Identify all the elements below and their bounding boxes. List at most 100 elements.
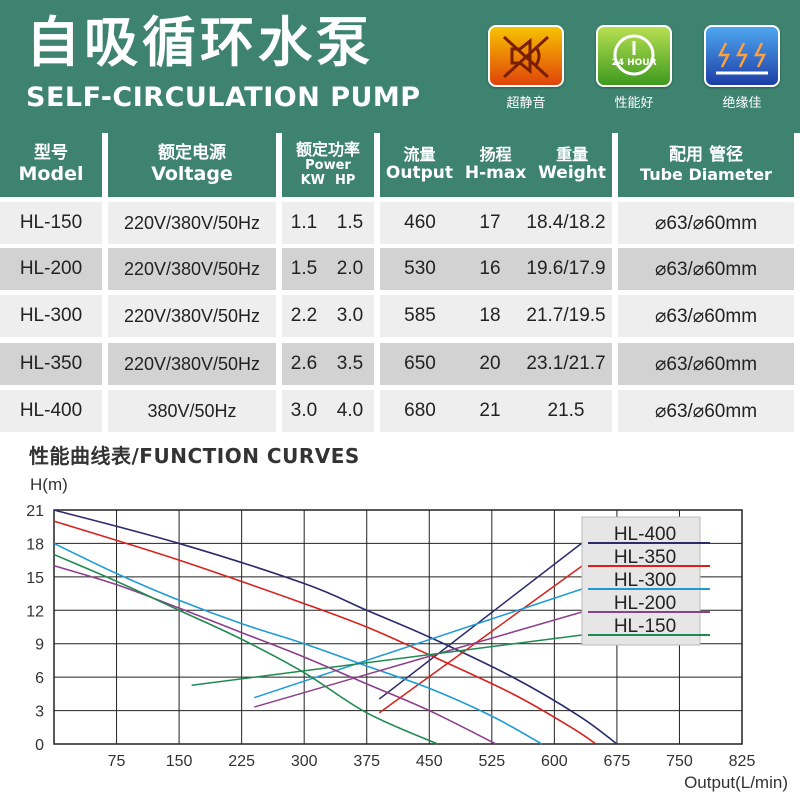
y-tick-label: 15 bbox=[26, 570, 44, 587]
cell-weight: 19.6/17.9 bbox=[526, 258, 606, 279]
legend-leader-hl-400 bbox=[378, 542, 583, 700]
cell-output: 650 bbox=[404, 353, 436, 374]
row-cell-background bbox=[380, 248, 612, 290]
cell-hp: 4.0 bbox=[336, 400, 364, 421]
x-tick-label: 825 bbox=[729, 753, 756, 770]
cell-voltage: 220V/380V/50Hz bbox=[123, 305, 261, 326]
cell-voltage: 220V/380V/50Hz bbox=[123, 258, 261, 279]
y-tick-label: 21 bbox=[26, 503, 44, 520]
cell-weight: 21.5 bbox=[547, 400, 585, 421]
function-curves-chart: 75 150 225 300 375 450 525 600 675 750 825 0 3 6 9 12 15… bbox=[26, 475, 788, 792]
cell-kw: 3.0 bbox=[290, 400, 318, 421]
feature-label: 绝缘佳 bbox=[722, 96, 762, 111]
cell-hp: 2.0 bbox=[336, 258, 364, 279]
cell-hp: 1.5 bbox=[336, 212, 364, 233]
row-cell-background bbox=[380, 202, 612, 244]
title-chinese: 自吸循环水泵 bbox=[26, 11, 374, 74]
plot-frame bbox=[53, 509, 743, 745]
chart-title: 性能曲线表/FUNCTION CURVES bbox=[29, 444, 360, 468]
cell-hmax: 18 bbox=[479, 305, 501, 326]
x-tick-label: 150 bbox=[166, 753, 193, 770]
series-line-hl-400 bbox=[53, 509, 618, 745]
legend-label-hl-350: HL-350 bbox=[614, 547, 676, 568]
row-cell-background bbox=[282, 202, 374, 244]
row-cell-background bbox=[0, 248, 102, 290]
row-cell-background bbox=[0, 202, 102, 244]
row-cell-background bbox=[108, 248, 276, 290]
cell-kw: 2.2 bbox=[290, 305, 318, 326]
table-row: HL-300 220V/380V/50Hz 2.2 3.0 585 18 21.7/19.5… bbox=[0, 295, 800, 337]
row-cell-background bbox=[618, 202, 794, 244]
cell-kw: 2.6 bbox=[290, 353, 318, 374]
row-cell-background bbox=[108, 295, 276, 337]
feature-label: 性能好 bbox=[614, 96, 654, 111]
cell-tube: ⌀63/⌀60mm bbox=[654, 353, 758, 375]
y-tick-label: 18 bbox=[26, 536, 44, 553]
y-axis-label: H(m) bbox=[30, 475, 68, 494]
cell-voltage: 220V/380V/50Hz bbox=[123, 353, 261, 374]
table-row: HL-350 220V/380V/50Hz 2.6 3.5 650 20 23.1/21.7… bbox=[0, 343, 800, 385]
x-tick-label: 225 bbox=[228, 753, 255, 770]
row-cell-background bbox=[282, 248, 374, 290]
cell-hmax: 17 bbox=[479, 212, 501, 233]
x-tick-label: 75 bbox=[108, 753, 126, 770]
x-tick-label: 375 bbox=[353, 753, 380, 770]
row-cell-background bbox=[618, 295, 794, 337]
series-line-hl-300 bbox=[53, 542, 543, 745]
row-cell-background bbox=[282, 295, 374, 337]
y-tick-label: 12 bbox=[26, 603, 44, 620]
row-cell-background bbox=[380, 390, 612, 432]
cell-weight: 21.7/19.5 bbox=[526, 305, 606, 326]
row-cell-background bbox=[0, 295, 102, 337]
cell-weight: 18.4/18.2 bbox=[526, 212, 606, 233]
row-cell-background bbox=[618, 343, 794, 385]
cell-model: HL-200 bbox=[19, 258, 83, 279]
legend-leader-hl-300 bbox=[253, 588, 583, 699]
row-cell-background bbox=[380, 295, 612, 337]
x-tick-label: 300 bbox=[291, 753, 318, 770]
feature-label: 超静音 bbox=[506, 96, 546, 111]
insulation-icon bbox=[704, 25, 780, 87]
header-model: 型号 Model bbox=[0, 133, 102, 197]
series-line-hl-150 bbox=[53, 553, 438, 745]
y-tick-label: 6 bbox=[35, 670, 44, 687]
legend-leader-hl-350 bbox=[378, 565, 583, 714]
legend-label-hl-300: HL-300 bbox=[614, 570, 676, 591]
legend-label-hl-200: HL-200 bbox=[614, 593, 676, 614]
cell-tube: ⌀63/⌀60mm bbox=[654, 258, 758, 280]
x-tick-label: 450 bbox=[416, 753, 443, 770]
x-tick-label: 750 bbox=[666, 753, 693, 770]
header-power: 额定功率 Power KW HP bbox=[282, 133, 374, 197]
cell-hp: 3.5 bbox=[336, 353, 364, 374]
cell-weight: 23.1/21.7 bbox=[526, 353, 606, 374]
cell-kw: 1.1 bbox=[290, 212, 318, 233]
row-cell-background bbox=[618, 248, 794, 290]
legend-label-hl-150: HL-150 bbox=[614, 616, 676, 637]
legend-leader-hl-200 bbox=[253, 611, 583, 708]
feature-insulation: 绝缘佳 bbox=[704, 25, 780, 111]
cell-tube: ⌀63/⌀60mm bbox=[654, 212, 758, 234]
cell-voltage: 380V/50Hz bbox=[147, 400, 237, 421]
row-cell-background bbox=[282, 343, 374, 385]
table-row: HL-200 220V/380V/50Hz 1.5 2.0 530 16 19.6/17.9… bbox=[0, 248, 800, 290]
legend-label-hl-400: HL-400 bbox=[614, 524, 676, 545]
row-cell-background bbox=[618, 390, 794, 432]
cell-model: HL-150 bbox=[19, 212, 83, 233]
row-cell-background bbox=[0, 343, 102, 385]
header-tube: 配用 管径 Tube Diameter bbox=[618, 133, 794, 197]
series-line-hl-350 bbox=[53, 520, 597, 745]
row-cell-background bbox=[380, 343, 612, 385]
y-tick-label: 3 bbox=[35, 704, 44, 721]
table-header-row: 型号 Model 额定电源 Voltage 额定功率 Power KW HP 流量… bbox=[0, 133, 800, 197]
cell-output: 680 bbox=[404, 400, 436, 421]
cell-output: 585 bbox=[404, 305, 436, 326]
cell-model: HL-400 bbox=[19, 400, 83, 421]
header-voltage: 额定电源 Voltage bbox=[108, 133, 276, 197]
row-cell-background bbox=[108, 343, 276, 385]
legend-box bbox=[581, 516, 701, 646]
cell-output: 530 bbox=[404, 258, 436, 279]
cell-hmax: 20 bbox=[479, 353, 501, 374]
x-tick-label: 600 bbox=[541, 753, 568, 770]
cell-tube: ⌀63/⌀60mm bbox=[654, 400, 758, 422]
legend-leader-hl-150 bbox=[191, 634, 583, 687]
